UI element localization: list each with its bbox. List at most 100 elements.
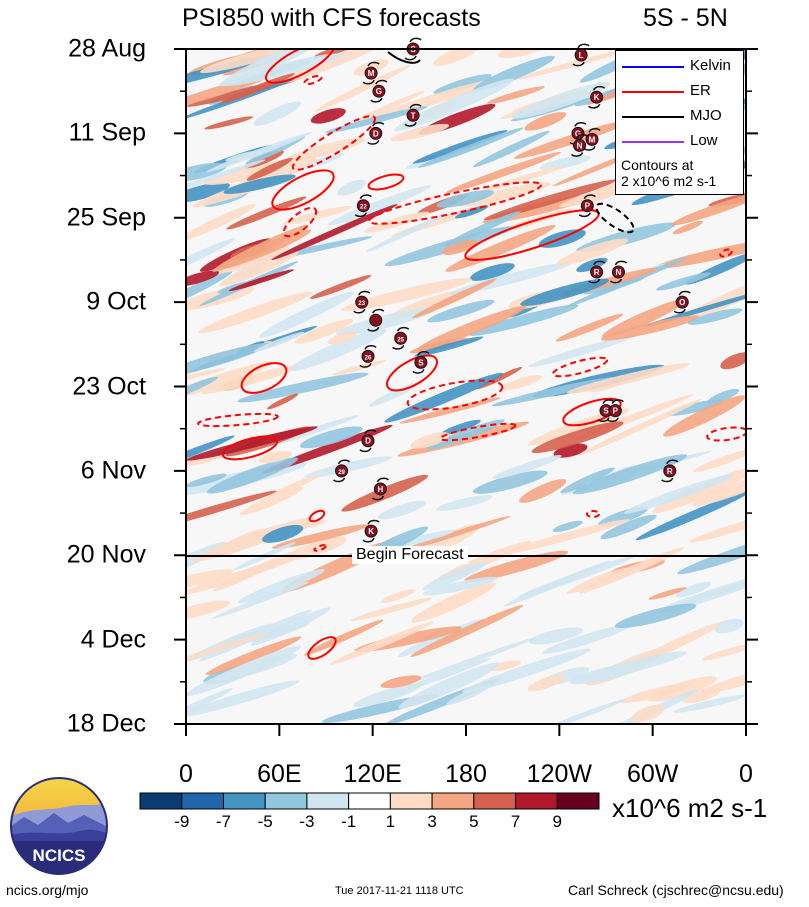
- cyclone-letter: D: [373, 129, 379, 138]
- anomaly-shading: [258, 451, 292, 464]
- anomaly-shading: [553, 443, 588, 458]
- anomaly-shading: [330, 621, 434, 665]
- er-contour: [282, 206, 318, 238]
- anomaly-shading: [677, 531, 746, 575]
- anomaly-shading: [701, 643, 746, 661]
- anomaly-shading: [246, 157, 293, 181]
- colorbar-tick-label: -3: [299, 812, 315, 831]
- colorbar-swatch: [389, 792, 433, 810]
- anomaly-shading: [399, 397, 501, 424]
- anomaly-shading: [436, 190, 495, 208]
- anomaly-shading: [691, 471, 746, 507]
- anomaly-shading: [186, 600, 231, 620]
- anomaly-shading: [527, 674, 566, 692]
- cyclone-marker: G: [370, 79, 388, 103]
- colorbar-units: x10^6 m2 s-1: [612, 793, 768, 823]
- anomaly-shading: [416, 305, 527, 351]
- cyclone-marker: H: [371, 477, 389, 501]
- er-contour: [562, 397, 622, 427]
- colorbar-swatch: [139, 792, 183, 810]
- colorbar-swatch: [306, 792, 350, 810]
- footer-url[interactable]: ncics.org/mjo: [6, 882, 89, 898]
- anomaly-shading: [337, 179, 366, 196]
- anomaly-shading: [258, 291, 355, 338]
- anomaly-shading: [422, 576, 498, 596]
- er-contour: [221, 435, 279, 461]
- anomaly-shading: [186, 435, 235, 472]
- anomaly-shading: [198, 291, 313, 334]
- colorbar-swatch: [348, 792, 391, 810]
- anomaly-shading: [720, 352, 746, 370]
- anomaly-shading: [687, 308, 743, 325]
- cyclone-marker: R: [661, 459, 679, 483]
- er-contour: [439, 422, 517, 442]
- anomaly-shading: [513, 119, 633, 159]
- anomaly-shading: [514, 49, 638, 80]
- anomaly-shading: [489, 660, 522, 671]
- colorbar-tick-label: 7: [510, 812, 521, 831]
- anomaly-shading: [206, 132, 312, 173]
- legend-label: MJO: [690, 107, 722, 124]
- er-contour: [406, 379, 504, 411]
- anomaly-shading: [623, 474, 733, 514]
- anomaly-shading: [219, 53, 343, 87]
- cyclone-marker: N: [609, 260, 627, 284]
- legend-label: Low: [690, 132, 718, 149]
- legend-item: ER: [616, 80, 743, 104]
- x-tick-label: 60E: [257, 760, 302, 788]
- anomaly-shading: [384, 372, 503, 423]
- anomaly-shading: [253, 331, 305, 353]
- anomaly-shading: [472, 130, 550, 168]
- legend-line-swatch: [622, 91, 684, 93]
- anomaly-shading: [519, 479, 567, 503]
- anomaly-shading: [393, 78, 514, 132]
- anomaly-shading: [186, 270, 220, 287]
- anomaly-shading: [469, 263, 515, 281]
- anomaly-shading: [237, 569, 325, 604]
- colorbar-swatch: [431, 792, 475, 810]
- cyclone-marker: [367, 308, 385, 332]
- anomaly-shading: [542, 624, 632, 654]
- anomaly-shading: [355, 90, 425, 122]
- legend-label: ER: [690, 82, 711, 99]
- anomaly-shading: [468, 304, 579, 336]
- cyclone-letter: K: [368, 527, 374, 536]
- cyclone-letter: K: [594, 93, 600, 102]
- anomaly-shading: [580, 651, 687, 682]
- legend-note-line-2: 2 x10^6 m2 s-1: [621, 173, 717, 189]
- cyclone-letter: 22: [360, 205, 367, 211]
- anomaly-shading: [335, 307, 436, 336]
- anomaly-shading: [205, 636, 302, 676]
- anomaly-shading: [365, 211, 452, 253]
- cyclone-letter: R: [594, 268, 600, 277]
- anomaly-shading: [614, 603, 697, 628]
- colorbar-tick-label: -7: [215, 812, 232, 831]
- anomaly-shading: [410, 604, 524, 657]
- anomaly-shading: [444, 211, 521, 247]
- anomaly-shading: [503, 519, 630, 555]
- anomaly-shading: [228, 269, 294, 292]
- anomaly-shading: [642, 289, 746, 328]
- cyclone-letter: 25: [397, 337, 404, 343]
- anomaly-shading: [327, 331, 357, 345]
- er-contour: [719, 248, 733, 258]
- anomaly-shading: [511, 82, 610, 119]
- anomaly-shading: [531, 421, 624, 454]
- anomaly-shading: [377, 500, 427, 520]
- cyclone-marker: S: [412, 351, 430, 374]
- x-tick-label: 60W: [626, 760, 679, 788]
- cyclone-marker: O: [673, 290, 691, 314]
- anomaly-shading: [186, 688, 233, 724]
- anomaly-shading: [223, 174, 296, 194]
- anomaly-shading: [572, 454, 688, 495]
- anomaly-shading: [380, 675, 422, 689]
- footer-author: Carl Schreck (cjschrec@ncsu.edu): [568, 882, 784, 898]
- anomaly-shading: [350, 597, 433, 622]
- cyclone-letter: 26: [365, 355, 372, 361]
- anomaly-shading: [472, 470, 548, 494]
- anomaly-shading: [528, 335, 635, 368]
- cyclone-letter: G: [575, 129, 581, 138]
- y-tick-label: 9 Oct: [86, 287, 146, 316]
- legend-line-swatch: [622, 66, 684, 68]
